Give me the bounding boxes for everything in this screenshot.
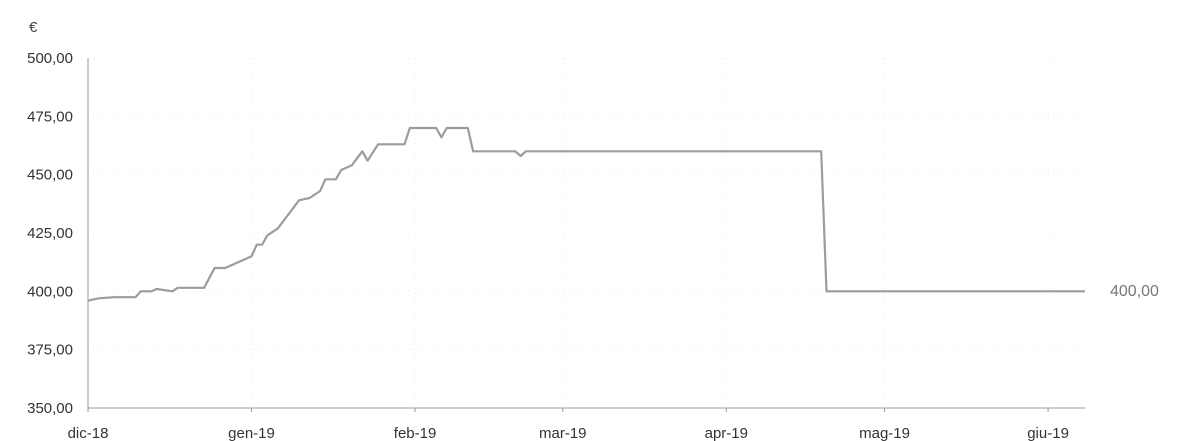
y-tick-label: 475,00 [27, 108, 73, 125]
y-tick-label: 425,00 [27, 225, 73, 242]
y-tick-label: 500,00 [27, 50, 73, 67]
y-tick-label: 400,00 [27, 283, 73, 300]
gridlines [87, 57, 1085, 412]
price-series-line [87, 126, 1085, 302]
x-tick-label: gen-19 [228, 425, 275, 441]
y-tick-label: 375,00 [27, 342, 73, 359]
x-axis-tick-labels: dic-18 gen-19 feb-19 mar-19 apr-19 mag-19 giu-… [68, 425, 1069, 441]
x-tick-label: feb-19 [394, 425, 437, 441]
y-axis-tick-labels: 500,00 475,00 450,00 425,00 400,00 375,00 350,… [27, 50, 73, 417]
x-tick-label: apr-19 [705, 425, 748, 441]
y-tick-label: 450,00 [27, 167, 73, 184]
y-unit-label: € [29, 19, 38, 36]
x-tick-label: giu-19 [1027, 425, 1069, 441]
series-layer [87, 126, 1085, 302]
y-tick-label: 350,00 [27, 400, 73, 417]
x-tick-label: mar-19 [539, 425, 587, 441]
end-value-label: 400,00 [1110, 283, 1159, 300]
x-tick-label: mag-19 [859, 425, 910, 441]
x-tick-label: dic-18 [68, 425, 109, 441]
